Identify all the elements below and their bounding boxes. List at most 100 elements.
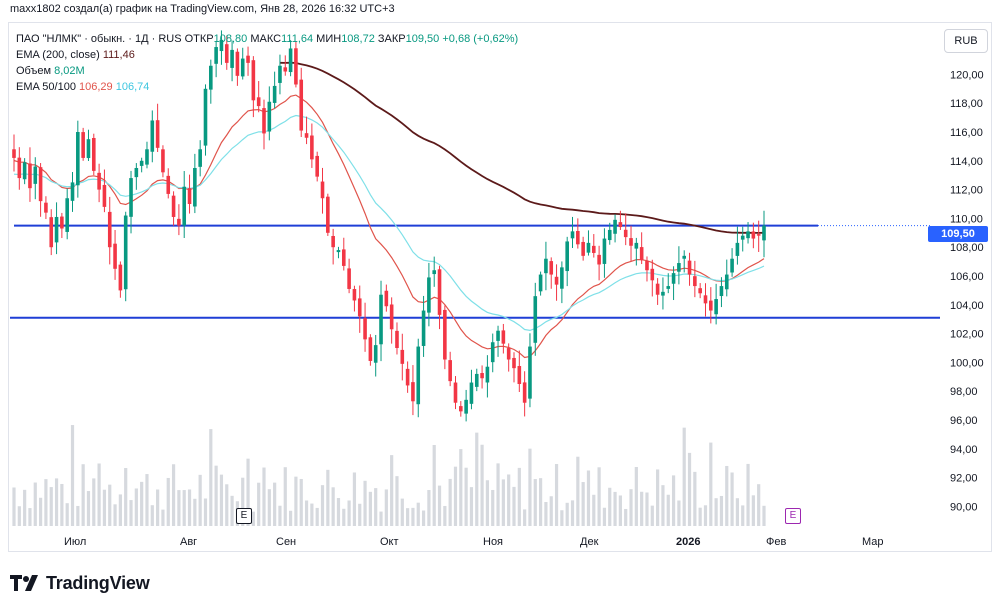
volume-bar bbox=[602, 507, 607, 526]
candle-body bbox=[352, 289, 357, 301]
volume-bar bbox=[219, 474, 224, 526]
volume-bar bbox=[459, 449, 463, 526]
candle bbox=[538, 271, 543, 296]
x-tick-label: 2026 bbox=[676, 536, 700, 548]
volume-bar bbox=[411, 507, 415, 526]
candle bbox=[474, 368, 479, 392]
horizontal-lines bbox=[10, 224, 940, 319]
candle-body bbox=[283, 67, 288, 72]
volume-bar bbox=[570, 500, 575, 526]
candle bbox=[198, 140, 202, 177]
currency-button[interactable]: RUB bbox=[944, 29, 988, 53]
candle bbox=[400, 333, 405, 381]
legend-ohlc: ПАО "НЛМК" · обыкн. · 1Д · RUS ОТКР108,8… bbox=[16, 31, 518, 47]
volume-bar bbox=[464, 467, 468, 526]
candle-body bbox=[730, 258, 734, 273]
candle-body bbox=[746, 231, 750, 239]
volume-bar bbox=[618, 495, 622, 526]
upcoming-earnings-event-icon[interactable]: E bbox=[785, 508, 801, 524]
volume-bar bbox=[379, 511, 383, 526]
candle-body bbox=[102, 184, 107, 207]
symbol-title[interactable]: ПАО "НЛМК" · обыкн. · 1Д · RUS bbox=[16, 33, 182, 45]
candle-body bbox=[724, 274, 729, 290]
volume-bar bbox=[757, 484, 761, 526]
candle bbox=[623, 213, 628, 246]
y-tick-label: 110,00 bbox=[950, 213, 983, 225]
candle bbox=[155, 103, 160, 153]
candle-body bbox=[331, 235, 335, 248]
volume-bar bbox=[719, 495, 724, 526]
x-axis: Июл Авг Сен Окт Ноя Дек 2026 Фев Мар bbox=[64, 536, 884, 548]
candle-body bbox=[581, 241, 585, 256]
chart-frame bbox=[8, 22, 992, 552]
candle bbox=[171, 191, 176, 226]
candle bbox=[70, 172, 75, 212]
candle-body bbox=[533, 296, 538, 343]
candle-body bbox=[91, 137, 96, 171]
candle bbox=[576, 218, 580, 249]
volume-bar bbox=[735, 498, 740, 526]
candle-body bbox=[384, 290, 389, 307]
candle-body bbox=[123, 215, 128, 290]
volume-bar bbox=[342, 508, 346, 526]
volume-bar bbox=[108, 484, 112, 526]
candle bbox=[22, 158, 27, 185]
tradingview-logo[interactable]: TradingView bbox=[10, 572, 150, 594]
earnings-event-icon[interactable]: E bbox=[236, 508, 252, 524]
ema50-100-label: EMA 50/100 bbox=[16, 81, 76, 93]
y-tick-label: 106,00 bbox=[950, 271, 984, 283]
candle-body bbox=[251, 60, 256, 101]
candle bbox=[357, 285, 362, 333]
candle-body bbox=[645, 260, 649, 271]
y-tick-label: 118,00 bbox=[950, 98, 983, 110]
volume-bar bbox=[751, 495, 755, 526]
candle bbox=[283, 55, 288, 76]
candle bbox=[38, 163, 43, 217]
candle bbox=[719, 277, 724, 308]
volume-bar bbox=[49, 487, 53, 526]
chart-caption: maxx1802 создал(а) график на TradingView… bbox=[10, 3, 395, 15]
volume-bar bbox=[33, 482, 37, 526]
volume-bar bbox=[267, 489, 271, 526]
candle bbox=[453, 376, 458, 410]
volume-bar bbox=[523, 509, 527, 526]
legend-ema200[interactable]: EMA (200, close) 111,46 bbox=[16, 47, 518, 63]
legend-ema50-100[interactable]: EMA 50/100 106,29 106,74 bbox=[16, 79, 518, 95]
candle-body bbox=[639, 247, 644, 261]
volume-bar bbox=[533, 479, 537, 526]
candle bbox=[687, 252, 692, 286]
candle bbox=[150, 110, 155, 163]
candle bbox=[118, 261, 123, 298]
volume-bar bbox=[230, 495, 234, 526]
volume-bar bbox=[92, 478, 96, 526]
candle bbox=[182, 171, 187, 238]
candle bbox=[33, 157, 38, 200]
volume-bar bbox=[257, 482, 261, 526]
candle-body bbox=[549, 261, 554, 275]
candle bbox=[304, 116, 309, 145]
candle bbox=[145, 141, 149, 169]
legend-volume[interactable]: Объем 8,02M bbox=[16, 63, 518, 79]
candle bbox=[347, 258, 351, 294]
volume-bar bbox=[273, 482, 277, 526]
candle bbox=[310, 123, 314, 168]
volume-bar bbox=[140, 481, 144, 526]
candle-body bbox=[448, 360, 452, 382]
candle-body bbox=[485, 366, 490, 383]
candle-body bbox=[751, 231, 756, 239]
volume-bar bbox=[714, 498, 718, 526]
volume-bar bbox=[102, 489, 107, 526]
volume-bar bbox=[640, 491, 644, 526]
volume-bar bbox=[560, 510, 564, 526]
change-value: +0,68 (+0,62%) bbox=[442, 33, 519, 45]
volume-bar bbox=[17, 506, 21, 526]
volume-bar bbox=[512, 486, 516, 526]
candle bbox=[677, 246, 681, 285]
candle bbox=[86, 129, 91, 161]
candle bbox=[724, 259, 729, 297]
volume-bar bbox=[177, 490, 181, 526]
candle-body bbox=[182, 186, 187, 226]
candle-body bbox=[54, 216, 59, 243]
candle bbox=[490, 333, 495, 373]
